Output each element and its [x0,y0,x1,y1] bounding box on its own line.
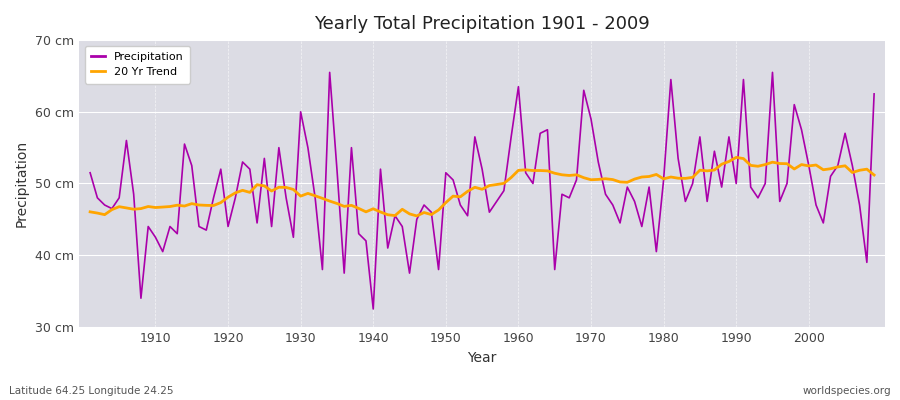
Precipitation [368,306,379,311]
20 Yr Trend [608,177,618,182]
Precipitation [615,220,626,225]
20 Yr Trend [302,191,313,196]
20 Yr Trend [520,168,531,172]
Y-axis label: Precipitation: Precipitation [15,140,29,227]
Precipitation [302,145,313,150]
Precipitation [868,92,879,96]
20 Yr Trend [85,210,95,214]
Precipitation [354,231,364,236]
Title: Yearly Total Precipitation 1901 - 2009: Yearly Total Precipitation 1901 - 2009 [314,15,650,33]
20 Yr Trend [868,173,879,178]
Precipitation [85,170,95,175]
20 Yr Trend [513,168,524,173]
Text: Latitude 64.25 Longitude 24.25: Latitude 64.25 Longitude 24.25 [9,386,174,396]
Precipitation [324,70,335,75]
Line: Precipitation: Precipitation [90,72,874,309]
Precipitation [527,181,538,186]
20 Yr Trend [346,203,357,208]
X-axis label: Year: Year [467,351,497,365]
Precipitation [520,170,531,175]
20 Yr Trend [731,155,742,160]
20 Yr Trend [143,204,154,209]
Precipitation [143,224,154,229]
Text: worldspecies.org: worldspecies.org [803,386,891,396]
Line: 20 Yr Trend: 20 Yr Trend [90,157,874,216]
Legend: Precipitation, 20 Yr Trend: Precipitation, 20 Yr Trend [85,46,190,84]
20 Yr Trend [411,214,422,218]
